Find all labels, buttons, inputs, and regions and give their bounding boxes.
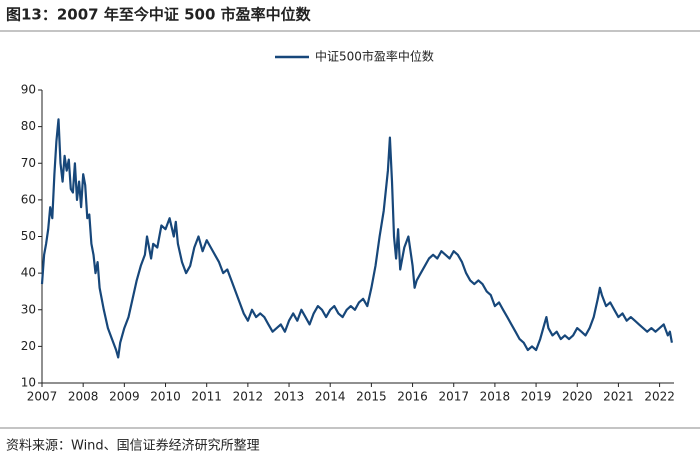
x-tick-label: 2019 bbox=[521, 390, 552, 404]
data-line bbox=[40, 118, 673, 359]
x-tick-label: 2013 bbox=[274, 390, 305, 404]
x-tick-label: 2011 bbox=[191, 390, 222, 404]
x-tick-label: 2016 bbox=[397, 390, 428, 404]
y-tick-label: 40 bbox=[21, 266, 36, 280]
chart-title: 图13：2007 年至今中证 500 市盈率中位数 bbox=[6, 6, 312, 24]
x-tick-label: 2008 bbox=[68, 390, 99, 404]
y-tick-label: 80 bbox=[21, 119, 36, 133]
y-tick-label: 50 bbox=[21, 229, 36, 243]
x-tick-label: 2012 bbox=[233, 390, 264, 404]
x-tick-label: 2022 bbox=[644, 390, 675, 404]
x-tick-label: 2020 bbox=[562, 390, 593, 404]
legend-label: 中证500市盈率中位数 bbox=[315, 49, 434, 64]
x-tick-label: 2010 bbox=[150, 390, 181, 404]
x-tick-label: 2009 bbox=[109, 390, 140, 404]
x-tick-label: 2007 bbox=[27, 390, 58, 404]
x-tick-label: 2021 bbox=[603, 390, 634, 404]
x-tick-label: 2014 bbox=[315, 390, 346, 404]
y-tick-label: 10 bbox=[21, 376, 36, 390]
y-tick-label: 60 bbox=[21, 192, 36, 206]
source-note: 资料来源：Wind、国信证券经济研究所整理 bbox=[6, 438, 260, 454]
y-tick-label: 20 bbox=[21, 339, 36, 353]
x-tick-label: 2015 bbox=[356, 390, 387, 404]
y-tick-label: 90 bbox=[21, 83, 36, 97]
x-tick-label: 2018 bbox=[480, 390, 511, 404]
y-tick-label: 30 bbox=[21, 302, 36, 316]
x-tick-label: 2017 bbox=[438, 390, 469, 404]
y-tick-label: 70 bbox=[21, 156, 36, 170]
